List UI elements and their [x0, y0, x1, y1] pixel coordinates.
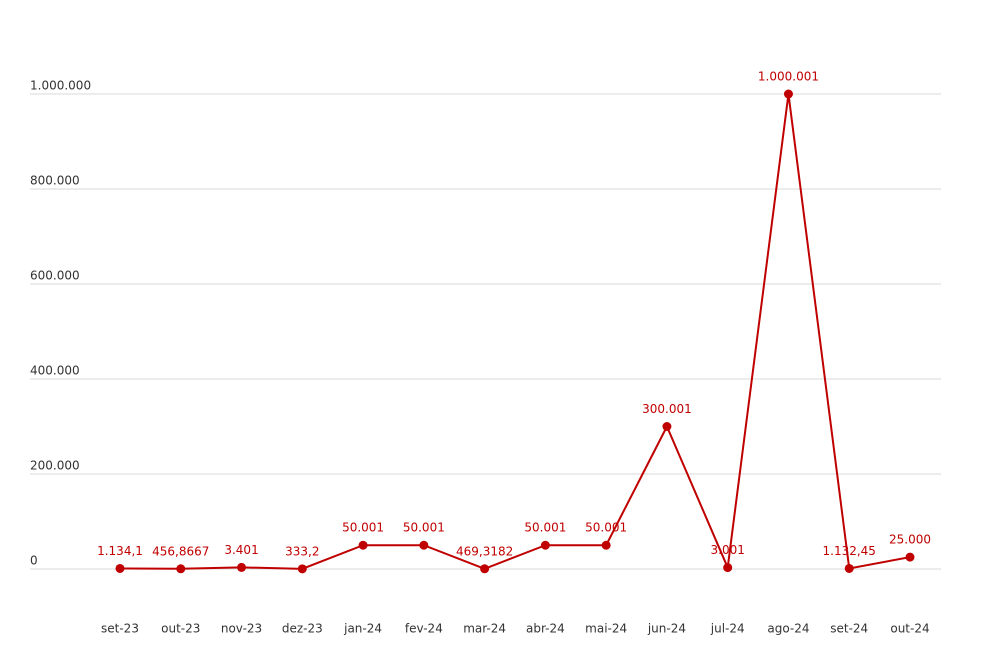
line: [119, 93, 911, 572]
point: [419, 540, 429, 550]
point: [601, 540, 611, 550]
y-tick-label: 600.000: [30, 269, 80, 283]
x-tick-label: abr-24: [526, 622, 565, 636]
point: [115, 563, 125, 573]
x-tick-label: set-23: [101, 622, 139, 636]
value-label: 1.000.001: [758, 69, 819, 83]
x-tick-label: fev-24: [405, 622, 443, 636]
x-tick-label: mar-24: [463, 622, 506, 636]
x-tick-label: jul-24: [710, 622, 745, 636]
value-label: 50.001: [524, 521, 566, 535]
point: [358, 540, 368, 550]
x-tick-label: out-24: [890, 622, 929, 636]
value-label: 469,3182: [456, 544, 513, 558]
y-tick-label: 400.000: [30, 364, 80, 378]
y-tick-label: 200.000: [30, 459, 80, 473]
point: [480, 564, 490, 574]
point: [844, 563, 854, 573]
point: [662, 421, 672, 431]
value-label: 25.000: [889, 533, 931, 547]
value-label: 50.001: [403, 521, 445, 535]
point: [783, 89, 793, 99]
value-label: 333,2: [285, 544, 319, 558]
x-tick-label: set-24: [830, 622, 868, 636]
point: [297, 564, 307, 574]
point: [176, 564, 186, 574]
value-label: 300.001: [642, 402, 692, 416]
value-label: 1.134,1: [97, 544, 143, 558]
y-tick-label: 1.000.000: [30, 79, 91, 93]
x-tick-label: nov-23: [221, 622, 262, 636]
value-label: 50.001: [342, 521, 384, 535]
x-tick-label: out-23: [161, 622, 200, 636]
point: [540, 540, 550, 550]
value-label: 3.401: [224, 543, 258, 557]
x-tick-label: jan-24: [343, 622, 382, 636]
y-tick-label: 800.000: [30, 174, 80, 188]
x-tick-label: dez-23: [282, 622, 323, 636]
y-tick-label: 0: [30, 554, 38, 568]
point: [723, 563, 733, 573]
value-label: 3.001: [711, 543, 745, 557]
value-label: 456,8667: [152, 544, 209, 558]
value-label: 1.132,45: [823, 544, 876, 558]
point: [905, 552, 915, 562]
x-tick-label: mai-24: [585, 622, 627, 636]
point: [237, 562, 247, 572]
x-tick-label: ago-24: [767, 622, 809, 636]
value-label: 50.001: [585, 521, 627, 535]
x-tick-label: jun-24: [647, 622, 686, 636]
